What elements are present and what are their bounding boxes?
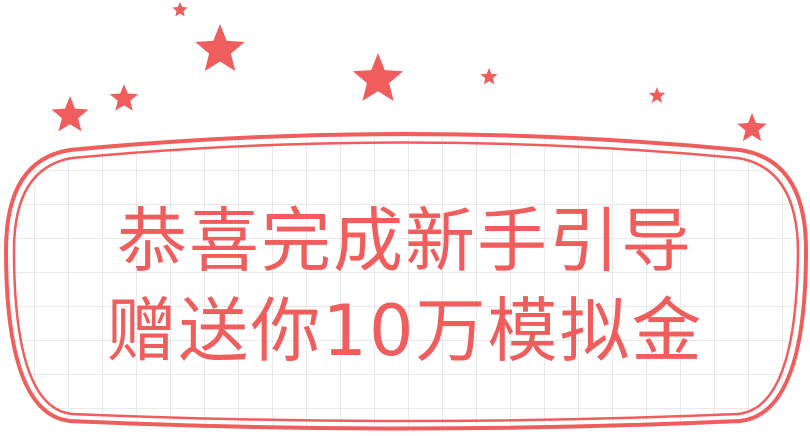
star-icon — [109, 84, 139, 111]
star-icon — [51, 96, 89, 132]
star-icon — [480, 68, 498, 85]
congrats-line: 恭喜完成新手引导 — [117, 200, 693, 282]
star-icon — [172, 2, 188, 17]
reward-line: 赠送你10万模拟金 — [106, 290, 704, 372]
star-icon — [648, 87, 666, 103]
bubble-outline — [3, 132, 809, 431]
star-icon — [737, 113, 767, 142]
bubble-outline-inner — [12, 141, 800, 423]
star-icon — [352, 53, 404, 101]
star-icon — [195, 24, 245, 71]
